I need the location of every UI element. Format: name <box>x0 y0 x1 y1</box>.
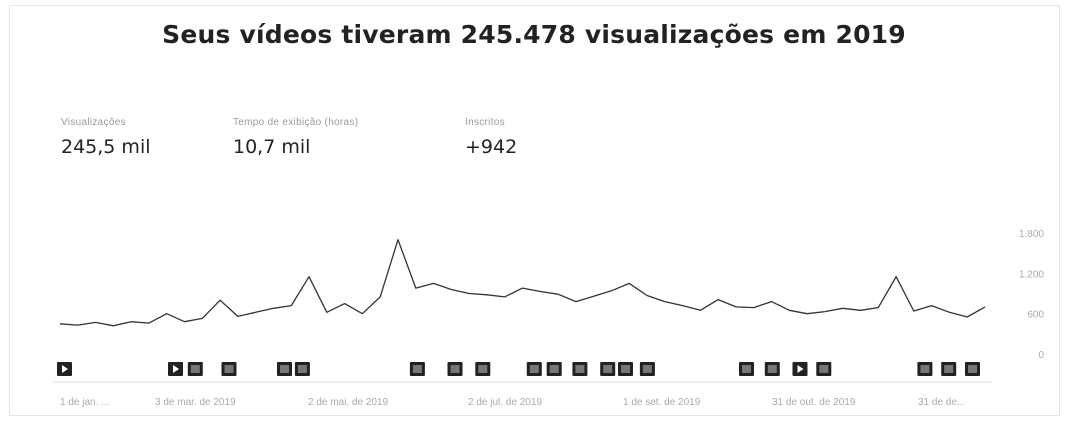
video-marker-icon[interactable] <box>294 362 310 376</box>
video-thumbnail-icon <box>575 365 585 373</box>
video-marker-icon[interactable] <box>572 362 588 376</box>
video-thumbnail-icon <box>478 365 488 373</box>
page-title: Seus vídeos tiveram 245.478 visualizaçõe… <box>162 20 906 49</box>
x-tick-label: 31 de de... <box>918 397 965 408</box>
metric-views-value: 245,5 mil <box>61 136 151 158</box>
video-marker-icon[interactable] <box>941 362 957 376</box>
video-marker-icon[interactable] <box>618 362 633 376</box>
metric-subscribers: Inscritos +942 <box>465 117 517 158</box>
video-marker-icon[interactable] <box>965 362 980 376</box>
x-tick-label: 3 de mar. de 2019 <box>155 397 236 408</box>
y-tick-label: 0 <box>1038 350 1044 361</box>
video-marker-icon[interactable] <box>816 362 832 376</box>
video-thumbnail-icon <box>968 365 977 373</box>
metric-views-label: Visualizações <box>61 117 126 128</box>
video-thumbnail-icon <box>642 365 652 373</box>
chart-card <box>9 5 1060 416</box>
video-thumbnail-icon <box>297 365 307 373</box>
video-marker-icon[interactable] <box>600 362 616 376</box>
video-marker-icon[interactable] <box>639 362 655 376</box>
video-thumbnail-icon <box>412 365 422 373</box>
x-tick-label: 2 de mai. de 2019 <box>308 397 388 408</box>
play-icon <box>173 365 179 373</box>
video-thumbnail-icon <box>549 365 559 373</box>
metric-views: Visualizações 245,5 mil <box>61 117 151 158</box>
video-marker-icon[interactable] <box>187 362 203 376</box>
series-line <box>59 239 986 327</box>
metric-watch-time-label: Tempo de exibição (horas) <box>233 117 359 128</box>
video-thumbnail-icon <box>767 365 777 373</box>
metric-watch-time-value: 10,7 mil <box>233 136 311 158</box>
video-thumbnail-icon <box>529 365 539 373</box>
x-tick-label: 31 de out. de 2019 <box>772 397 856 408</box>
video-marker-icon[interactable] <box>764 362 780 376</box>
video-marker-icon[interactable] <box>221 362 237 376</box>
video-marker-icon[interactable] <box>475 362 491 376</box>
y-tick-label: 600 <box>1027 310 1044 321</box>
video-marker-icon[interactable] <box>546 362 562 376</box>
video-marker-icon[interactable] <box>526 362 542 376</box>
metric-subscribers-value: +942 <box>465 136 518 158</box>
video-thumbnail-icon <box>621 365 630 373</box>
video-thumbnail-icon <box>224 365 234 373</box>
video-marker-icon[interactable] <box>409 362 425 376</box>
video-thumbnail-icon <box>819 365 829 373</box>
video-thumbnail-icon <box>190 365 200 373</box>
video-marker-icon[interactable] <box>168 362 183 376</box>
video-thumbnail-icon <box>450 365 460 373</box>
x-tick-label: 2 de jul. de 2019 <box>468 397 542 408</box>
video-thumbnail-icon <box>603 365 613 373</box>
video-marker-icon[interactable] <box>57 362 72 376</box>
video-marker-icon[interactable] <box>917 362 933 376</box>
video-marker-icon[interactable] <box>447 362 463 376</box>
x-tick-label: 1 de jan. ... <box>60 397 109 408</box>
video-marker-icon[interactable] <box>277 362 292 376</box>
play-icon <box>62 365 68 373</box>
y-tick-label: 1.800 <box>1019 229 1044 240</box>
y-tick-label: 1.200 <box>1019 269 1044 280</box>
video-thumbnail-icon <box>280 365 289 373</box>
video-thumbnail-icon <box>742 365 751 373</box>
video-marker-icon[interactable] <box>792 362 808 376</box>
video-thumbnail-icon <box>920 365 930 373</box>
play-icon <box>797 365 804 373</box>
x-tick-label: 1 de set. de 2019 <box>623 397 701 408</box>
video-thumbnail-icon <box>944 365 954 373</box>
metric-subscribers-label: Inscritos <box>465 117 505 128</box>
metric-watch-time: Tempo de exibição (horas) 10,7 mil <box>233 117 358 158</box>
video-marker-icon[interactable] <box>739 362 754 376</box>
